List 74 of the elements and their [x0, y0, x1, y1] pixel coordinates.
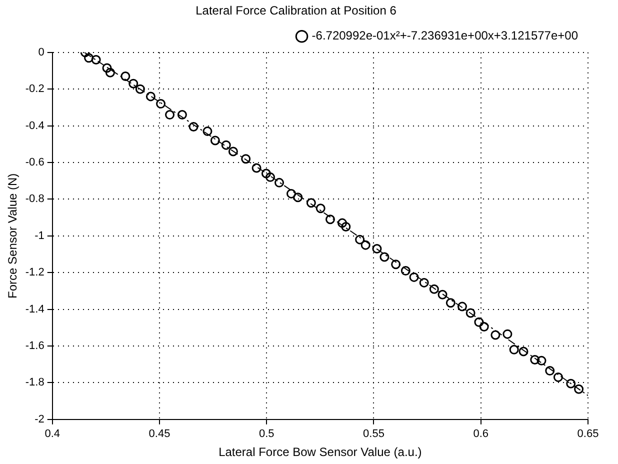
y-tick-label: -1.2 — [25, 266, 44, 279]
x-tick-label: 0.4 — [44, 428, 60, 440]
point — [102, 63, 112, 73]
y-tick-label: -1.4 — [25, 303, 44, 316]
point — [316, 204, 326, 214]
point — [400, 266, 410, 276]
point — [509, 344, 519, 354]
point — [202, 126, 212, 136]
legend-label: -6.720992e-01x²+-7.236931e+00x+3.121577e+00 — [312, 28, 578, 43]
y-tick-label: -0.8 — [25, 193, 44, 206]
point — [105, 68, 115, 78]
point — [326, 214, 335, 224]
y-tick-label: -1 — [34, 230, 44, 242]
point — [156, 99, 166, 109]
point — [293, 192, 303, 202]
point — [474, 317, 484, 327]
point — [266, 172, 276, 182]
point — [419, 278, 429, 288]
point — [261, 168, 271, 178]
point — [429, 284, 439, 294]
point — [286, 188, 296, 198]
point — [536, 356, 546, 366]
point — [391, 260, 401, 270]
point — [84, 53, 94, 63]
point — [545, 366, 555, 376]
point — [553, 372, 563, 382]
y-tick-label: -0.6 — [25, 156, 44, 169]
point — [457, 302, 467, 312]
point — [241, 154, 251, 164]
y-tick-label: -1.6 — [25, 340, 44, 352]
x-tick-label: 0.65 — [577, 428, 599, 440]
point — [380, 252, 390, 262]
point — [438, 290, 448, 300]
point — [446, 298, 456, 308]
point — [252, 163, 262, 173]
point — [165, 110, 175, 120]
point — [409, 272, 419, 282]
point — [490, 330, 500, 340]
point — [574, 384, 584, 394]
x-tick-label: 0.6 — [473, 428, 489, 440]
point — [210, 136, 220, 146]
point — [337, 218, 347, 228]
y-tick-label: -0.4 — [25, 120, 44, 132]
point — [518, 346, 528, 356]
point — [306, 198, 316, 208]
x-tick-label: 0.45 — [148, 428, 170, 440]
y-tick-label: -0.2 — [25, 83, 44, 96]
x-tick-label: 0.5 — [258, 428, 274, 440]
point — [341, 222, 351, 232]
point — [91, 54, 101, 64]
point — [274, 178, 284, 188]
point — [128, 78, 138, 88]
point — [146, 92, 156, 102]
y-axis-title: Force Sensor Value (N) — [6, 173, 20, 298]
point — [530, 355, 540, 365]
y-tick-label: 0 — [38, 46, 44, 58]
point — [228, 146, 238, 156]
x-axis-title: Lateral Force Bow Sensor Value (a.u.) — [218, 445, 422, 460]
point — [372, 244, 382, 254]
point — [360, 240, 370, 250]
point — [221, 140, 231, 150]
x-tick-label: 0.55 — [363, 428, 384, 440]
point — [466, 308, 476, 318]
y-tick-label: -2 — [34, 413, 44, 426]
point — [355, 234, 365, 244]
point — [566, 378, 576, 388]
chart-title: Lateral Force Calibration at Position 6 — [196, 4, 397, 18]
point — [177, 110, 187, 120]
point — [479, 322, 489, 332]
point — [188, 122, 198, 132]
point — [120, 72, 130, 82]
point — [502, 329, 512, 339]
y-tick-label: -1.8 — [25, 376, 44, 389]
point — [135, 84, 145, 94]
